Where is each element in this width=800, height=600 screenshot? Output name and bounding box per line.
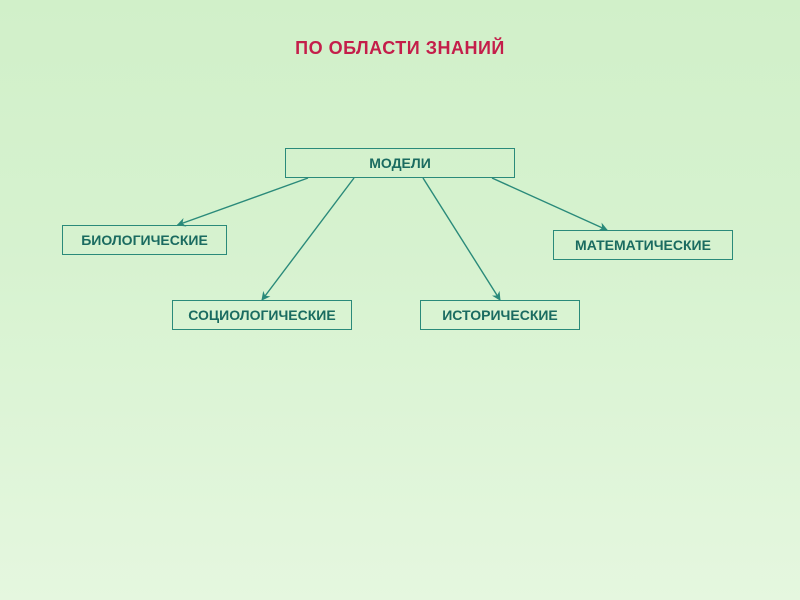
diagram-title: ПО ОБЛАСТИ ЗНАНИЙ: [0, 38, 800, 59]
node-root-label: МОДЕЛИ: [369, 155, 431, 171]
edge-root-to-hist: [423, 178, 500, 300]
node-biological-label: БИОЛОГИЧЕСКИЕ: [81, 232, 208, 248]
edge-root-to-bio: [178, 178, 309, 225]
node-historical: ИСТОРИЧЕСКИЕ: [420, 300, 580, 330]
node-sociological-label: СОЦИОЛОГИЧЕСКИЕ: [188, 307, 335, 323]
edge-root-to-socio: [262, 178, 354, 300]
node-root: МОДЕЛИ: [285, 148, 515, 178]
node-mathematical-label: МАТЕМАТИЧЕСКИЕ: [575, 237, 711, 253]
node-historical-label: ИСТОРИЧЕСКИЕ: [442, 307, 558, 323]
node-mathematical: МАТЕМАТИЧЕСКИЕ: [553, 230, 733, 260]
node-sociological: СОЦИОЛОГИЧЕСКИЕ: [172, 300, 352, 330]
node-biological: БИОЛОГИЧЕСКИЕ: [62, 225, 227, 255]
edge-root-to-math: [492, 178, 607, 230]
edges-layer: [0, 0, 800, 600]
